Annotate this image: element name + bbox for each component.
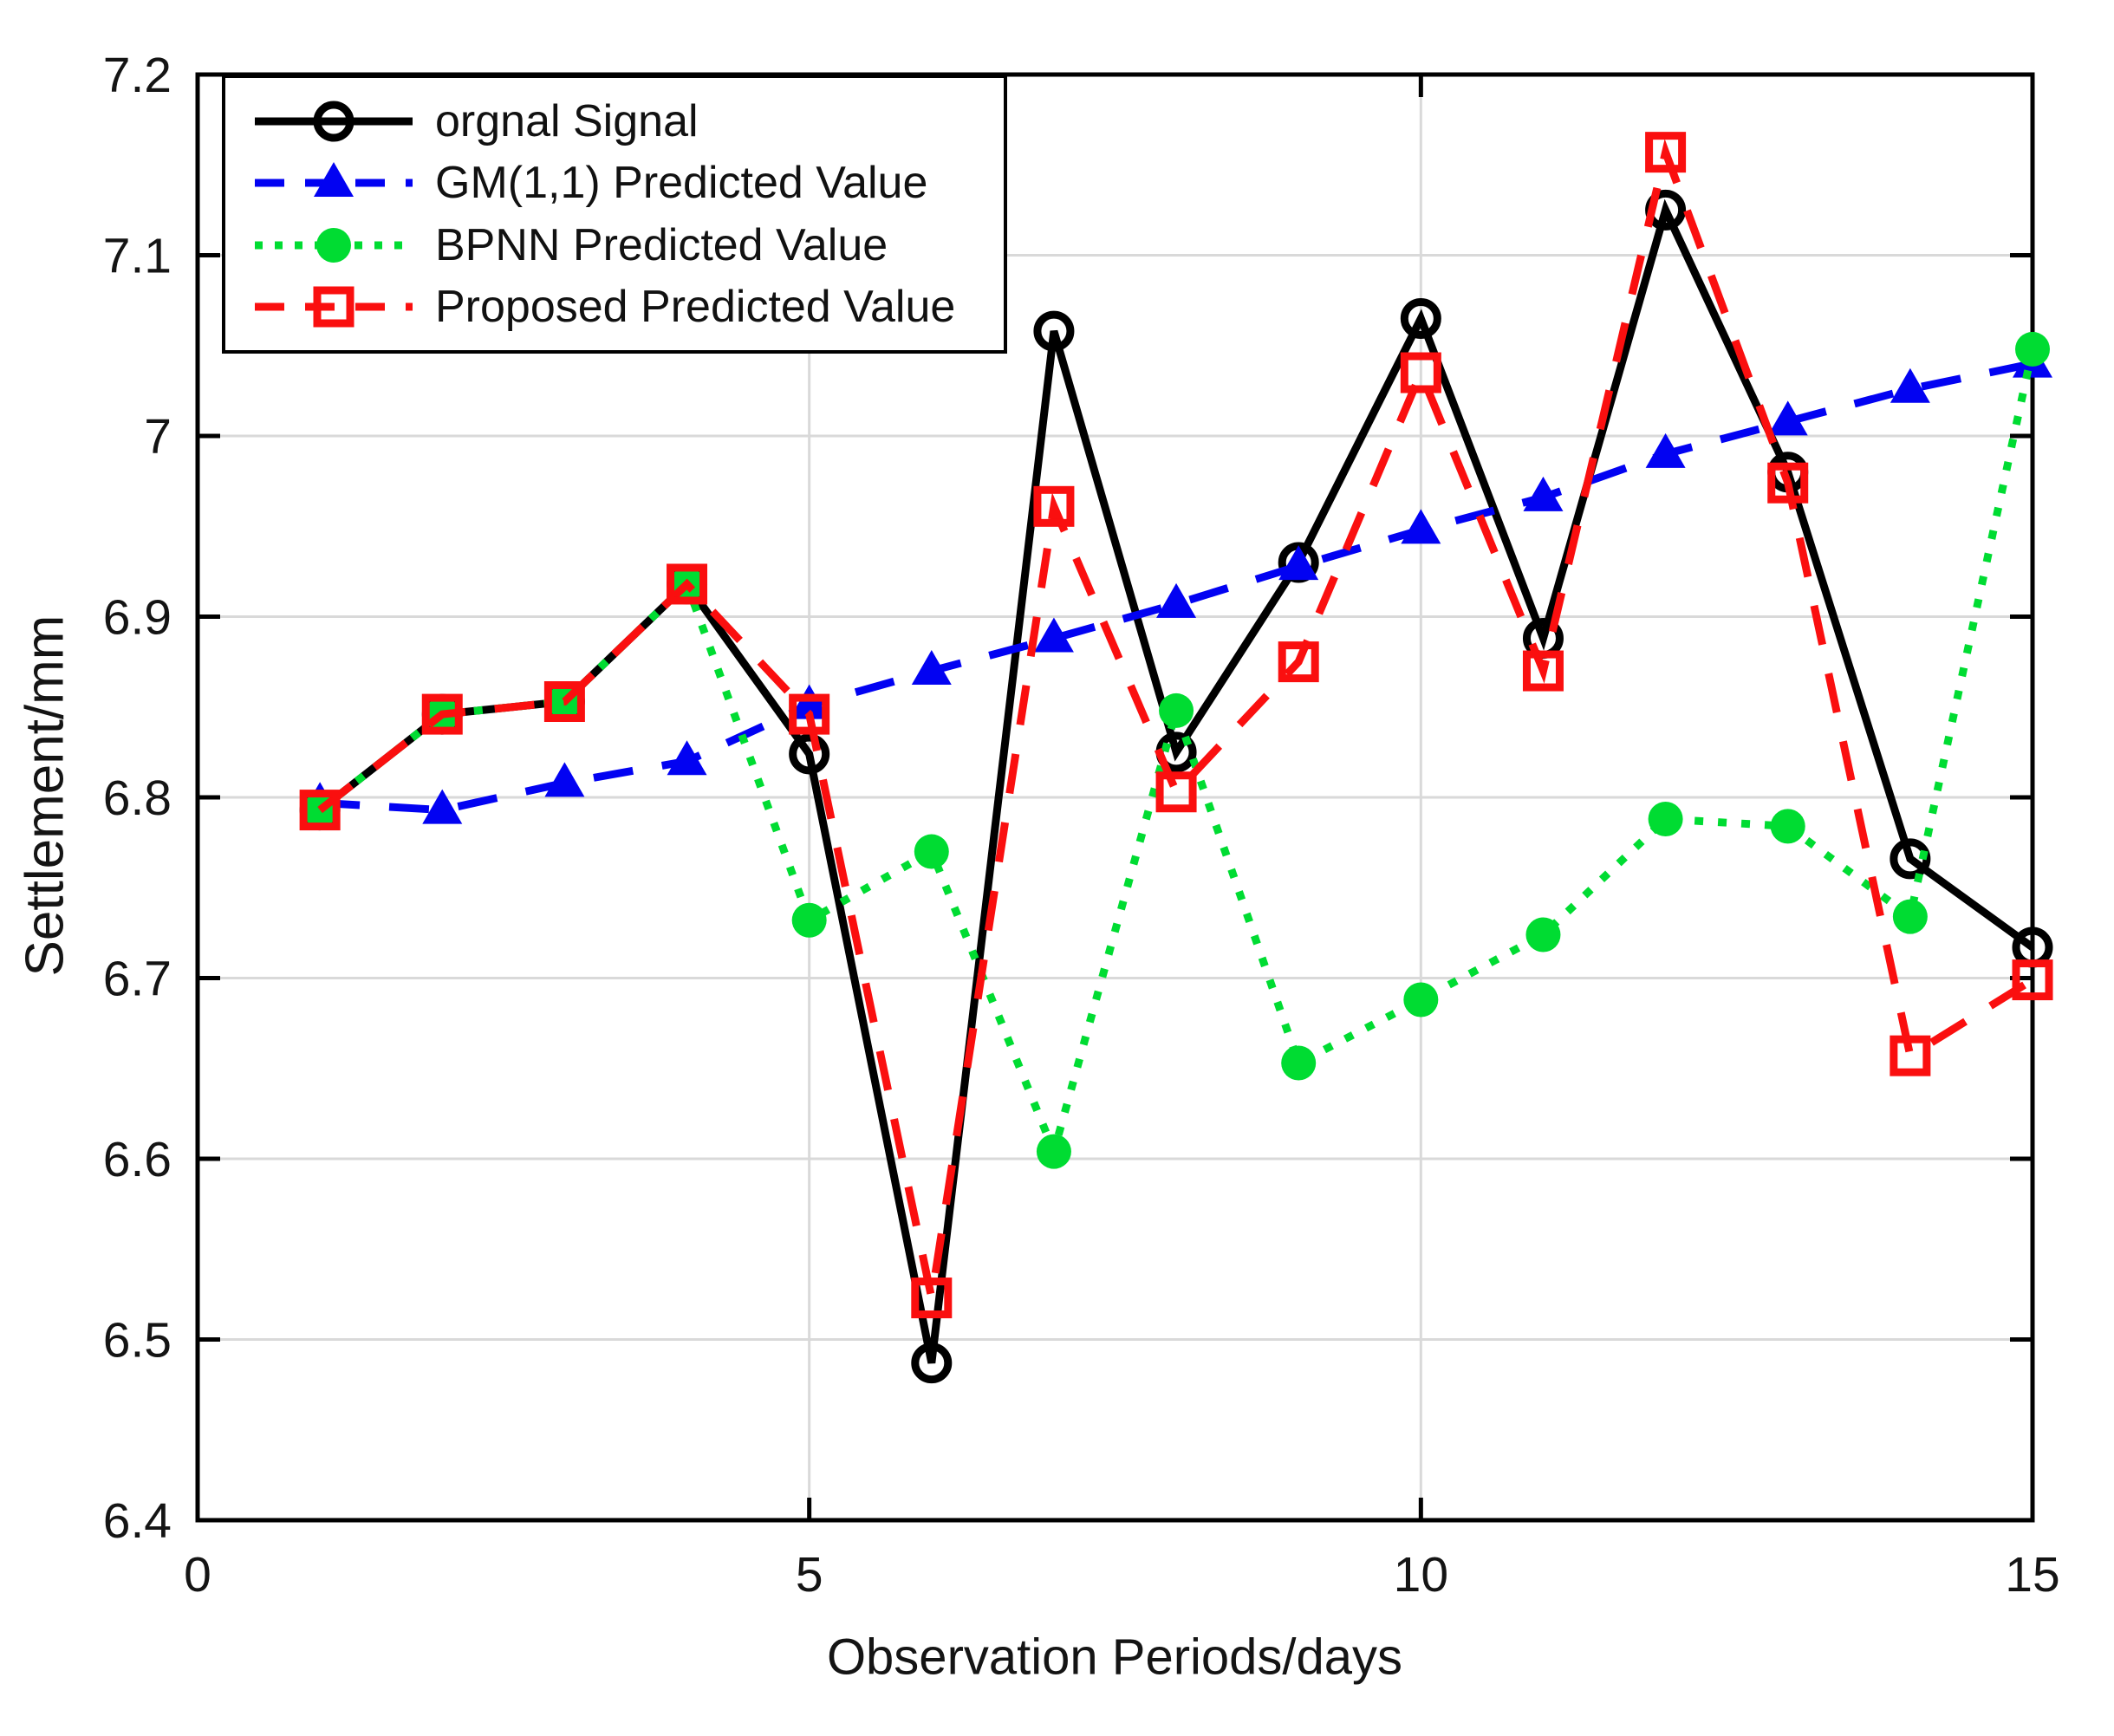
marker-square-open (299, 790, 341, 831)
y-tick-label: 6.4 (103, 1493, 172, 1549)
x-tick-label: 15 (2005, 1547, 2059, 1603)
x-tick-label: 0 (184, 1547, 211, 1603)
marker-triangle (1278, 545, 1319, 581)
marker-square-open (2012, 959, 2053, 1001)
marker-triangle (911, 650, 952, 686)
legend-item-gm11: GM(1,1) Predicted Value (251, 160, 995, 205)
marker-circle-filled (914, 834, 949, 869)
y-tick-label: 6.5 (103, 1313, 172, 1369)
series-line (317, 348, 2037, 1164)
legend-item-original: orgnal Signal (251, 99, 995, 144)
y-tick-label: 6.7 (103, 952, 172, 1007)
marker-square-open (1155, 771, 1197, 813)
marker-circle-filled (1892, 899, 1928, 934)
marker-triangle (1767, 400, 1808, 436)
marker-circle-open (1400, 297, 1441, 339)
marker-circle-open (313, 101, 355, 142)
marker-triangle (1890, 367, 1930, 403)
marker-square-open (789, 693, 830, 735)
marker-circle-open (1890, 838, 1931, 880)
x-axis-label: Observation Periods/days (826, 1629, 1403, 1686)
series-line (317, 139, 2035, 1299)
marker-triangle (1156, 582, 1197, 618)
series-3 (299, 132, 2053, 1319)
marker-square-open (1033, 485, 1075, 527)
y-axis-label: Settlement/mm (15, 614, 75, 977)
series-2 (302, 331, 2050, 1169)
legend: orgnal Signal GM(1,1) Predicted Value BP… (222, 75, 1007, 354)
x-tick-label: 10 (1394, 1547, 1448, 1603)
y-tick-label: 7.2 (103, 48, 172, 103)
marker-circle-open (789, 733, 830, 775)
marker-square-open (1400, 352, 1441, 393)
marker-circle-open (1033, 310, 1075, 352)
marker-triangle (1645, 432, 1686, 468)
marker-triangle (314, 162, 354, 198)
y-tick-label: 6.9 (103, 590, 172, 646)
marker-triangle (1033, 617, 1074, 653)
legend-item-bpnn: BPNN Predicted Value (251, 223, 995, 268)
marker-square-open (1522, 650, 1564, 692)
marker-triangle (1401, 509, 1441, 544)
marker-triangle (422, 789, 463, 824)
marker-square-open (1278, 641, 1319, 683)
marker-circle-filled (1648, 802, 1683, 837)
marker-square-open (543, 680, 585, 722)
x-tick-label: 5 (796, 1547, 823, 1603)
y-tick-label: 6.8 (103, 770, 172, 826)
marker-square-open (667, 563, 708, 605)
legend-label-original: orgnal Signal (435, 95, 699, 146)
marker-circle-filled (2015, 331, 2050, 367)
y-tick-label: 7.1 (103, 229, 172, 284)
y-tick-label: 6.6 (103, 1132, 172, 1187)
legend-label-bpnn: BPNN Predicted Value (435, 219, 888, 270)
marker-square-open (1645, 132, 1687, 173)
marker-triangle (544, 762, 585, 797)
marker-square-open (421, 693, 463, 735)
marker-square-open (313, 286, 355, 328)
original-line-sample-icon (255, 101, 413, 142)
gm11-line-sample-icon (255, 162, 413, 198)
marker-circle-filled (1403, 982, 1439, 1018)
marker-triangle (667, 740, 707, 776)
marker-circle-filled (316, 227, 351, 263)
marker-triangle (789, 684, 829, 719)
marker-square-open (911, 1278, 953, 1319)
marker-triangle (1523, 476, 1564, 511)
marker-square-open (1767, 462, 1809, 504)
legend-label-gm11: GM(1,1) Predicted Value (435, 158, 928, 209)
y-tick-label: 7 (144, 409, 172, 465)
marker-circle-open (911, 1343, 953, 1384)
legend-item-proposed: Proposed Predicted Value (251, 284, 995, 329)
series-line (319, 360, 2033, 815)
marker-circle-filled (1159, 692, 1194, 728)
legend-label-proposed: Proposed Predicted Value (435, 282, 956, 333)
marker-circle-filled (1281, 1045, 1317, 1081)
proposed-line-sample-icon (255, 286, 413, 328)
marker-circle-filled (1036, 1134, 1071, 1169)
marker-circle-filled (1525, 917, 1561, 953)
marker-square-open (1890, 1035, 1931, 1076)
marker-circle-filled (791, 902, 827, 938)
marker-circle-filled (1770, 809, 1805, 844)
series-1 (300, 342, 2052, 824)
bpnn-line-sample-icon (255, 227, 413, 263)
